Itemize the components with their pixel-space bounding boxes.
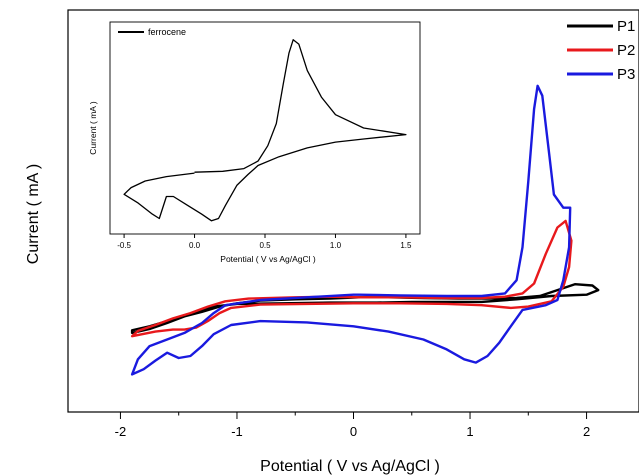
inset-series-line-ferrocene — [123, 39, 407, 222]
y-axis-title: Current ( mA ) — [25, 164, 42, 264]
main-x-tick-label: -1 — [231, 424, 243, 439]
inset-x-axis-title: Potential ( V vs Ag/AgCl ) — [220, 254, 316, 264]
inset-x-tick-label: 0.0 — [189, 241, 201, 250]
main-x-tick-label: 2 — [583, 424, 590, 439]
main-plot: -2 -1 0 1 2 Potential ( V vs Ag/AgCl ) Curre… — [25, 9, 639, 475]
main-x-tick-label: -2 — [115, 424, 127, 439]
main-legend-label-p1: P1 — [617, 18, 635, 35]
main-legend-label-p3: P3 — [617, 66, 635, 83]
main-x-tick-label: 1 — [466, 424, 473, 439]
x-axis-title: Potential ( V vs Ag/AgCl ) — [260, 458, 440, 475]
main-x-ticks: -2 -1 0 1 2 — [115, 412, 590, 439]
inset-y-axis-title: Current ( mA ) — [88, 101, 98, 155]
main-series-line-p3 — [130, 84, 572, 376]
main-x-tick-label: 0 — [350, 424, 357, 439]
main-legend-label-p2: P2 — [617, 42, 635, 59]
inset-legend: ferrocene — [118, 27, 186, 37]
inset-x-tick-label: 1.5 — [400, 241, 412, 250]
main-series-line-p2 — [130, 219, 573, 338]
main-series-group — [130, 84, 600, 376]
inset-x-ticks: -0.5 0.0 0.5 1.0 1.5 — [117, 234, 412, 250]
inset-x-tick-label: -0.5 — [117, 241, 131, 250]
inset-x-tick-label: 0.5 — [259, 241, 271, 250]
inset-plot-frame — [109, 21, 421, 235]
main-legend: P1 P2 P3 — [567, 18, 635, 83]
inset-x-tick-label: 1.0 — [330, 241, 342, 250]
inset-legend-label-ferrocene: ferrocene — [148, 27, 186, 37]
inset-plot: -0.5 0.0 0.5 1.0 1.5 Potential ( V vs Ag/AgC… — [88, 21, 421, 264]
inset-series-group — [123, 39, 407, 222]
